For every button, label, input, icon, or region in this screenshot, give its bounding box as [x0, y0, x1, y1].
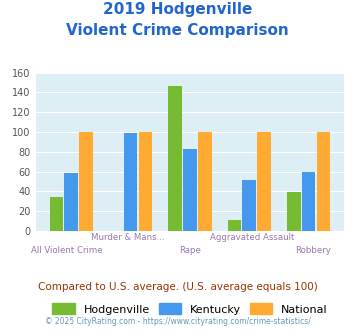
Bar	[228, 220, 241, 231]
Text: Rape: Rape	[179, 246, 201, 255]
Text: Robbery: Robbery	[295, 246, 332, 255]
Bar	[198, 132, 212, 231]
Bar	[168, 86, 182, 231]
Bar	[257, 132, 271, 231]
Legend: Hodgenville, Kentucky, National: Hodgenville, Kentucky, National	[53, 303, 327, 314]
Bar	[183, 149, 197, 231]
Bar	[302, 172, 316, 231]
Text: Compared to U.S. average. (U.S. average equals 100): Compared to U.S. average. (U.S. average …	[38, 282, 317, 292]
Bar	[79, 132, 93, 231]
Bar	[317, 132, 330, 231]
Bar	[287, 192, 301, 231]
Bar	[124, 133, 137, 231]
Bar	[64, 173, 78, 231]
Bar	[242, 180, 256, 231]
Text: Violent Crime Comparison: Violent Crime Comparison	[66, 23, 289, 38]
Text: All Violent Crime: All Violent Crime	[31, 246, 102, 255]
Text: © 2025 CityRating.com - https://www.cityrating.com/crime-statistics/: © 2025 CityRating.com - https://www.city…	[45, 317, 310, 326]
Text: Aggravated Assault: Aggravated Assault	[209, 233, 294, 242]
Bar	[50, 197, 63, 231]
Text: 2019 Hodgenville: 2019 Hodgenville	[103, 2, 252, 16]
Text: Murder & Mans...: Murder & Mans...	[91, 233, 165, 242]
Bar	[138, 132, 152, 231]
